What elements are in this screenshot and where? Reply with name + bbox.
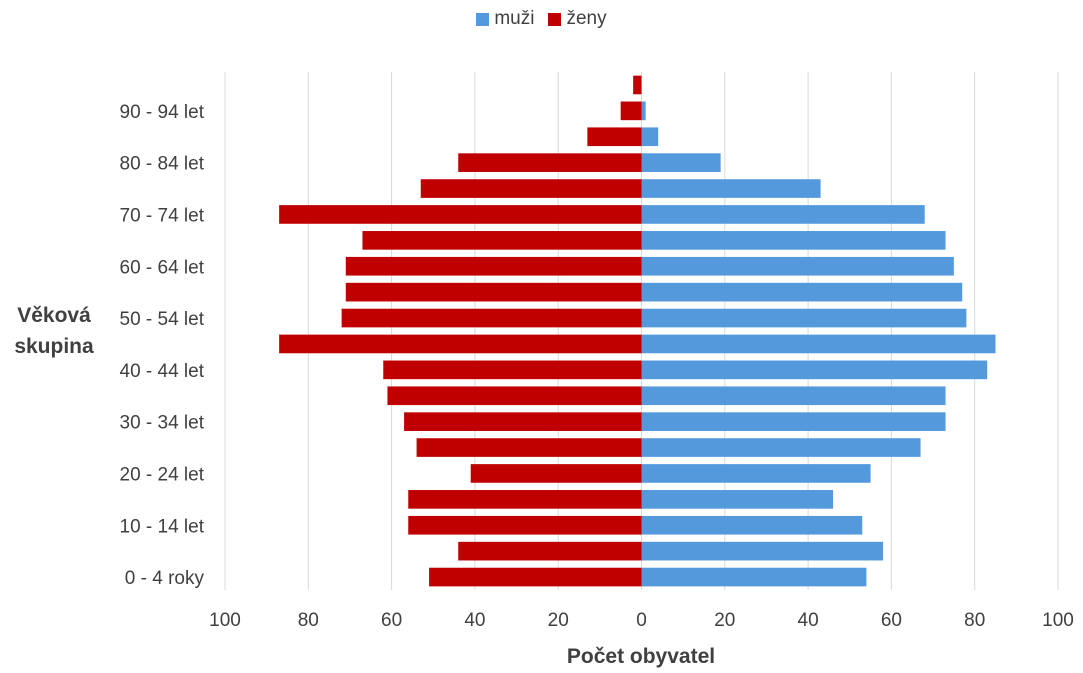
y-tick-label: 30 - 34 let xyxy=(120,413,205,434)
x-axis-title: Počet obyvatel xyxy=(566,645,716,668)
bar-women xyxy=(429,567,642,587)
bar-women xyxy=(470,464,642,483)
x-tick-label: 80 xyxy=(964,610,985,631)
bar-women xyxy=(404,412,642,431)
bar-women xyxy=(345,256,642,276)
legend: muži ženy xyxy=(0,8,1083,30)
y-tick-label: 90 - 94 let xyxy=(120,102,205,123)
x-tick-label: 100 xyxy=(1042,610,1074,631)
bar-women xyxy=(408,515,642,535)
bar-women xyxy=(416,438,642,457)
x-tick-label: 40 xyxy=(798,610,819,631)
bar-men xyxy=(641,464,871,483)
bar-men xyxy=(641,334,996,354)
bar-women xyxy=(587,127,642,147)
bar-women xyxy=(458,153,642,172)
bar-women xyxy=(279,205,642,224)
bar-women xyxy=(341,308,642,328)
legend-item-women: ženy xyxy=(548,8,607,30)
x-tick-label: 0 xyxy=(636,610,647,631)
bar-women xyxy=(458,541,642,561)
bar-men xyxy=(641,256,954,276)
x-tick-label: 100 xyxy=(209,610,241,631)
bar-men xyxy=(641,515,863,535)
bar-men xyxy=(641,179,821,198)
bar-women xyxy=(387,386,642,406)
bar-women xyxy=(345,282,642,302)
y-tick-label: 60 - 64 let xyxy=(120,257,205,278)
x-tick-label: 20 xyxy=(548,610,569,631)
bar-men xyxy=(641,541,884,561)
bar-men xyxy=(641,282,963,302)
y-tick-label: 80 - 84 let xyxy=(120,154,205,175)
x-tick-label: 60 xyxy=(381,610,402,631)
bar-women xyxy=(383,360,642,380)
bar-women xyxy=(279,334,642,354)
bar-women xyxy=(420,179,642,198)
y-tick-label: 20 - 24 let xyxy=(120,464,205,485)
y-tick-label: 40 - 44 let xyxy=(120,361,205,382)
legend-item-men: muži xyxy=(476,8,534,30)
y-axis-title: Věková skupina xyxy=(6,300,102,362)
bar-women xyxy=(362,231,642,250)
bar-men xyxy=(641,127,659,147)
bar-men xyxy=(641,205,925,224)
legend-swatch-men xyxy=(476,12,490,26)
bar-women xyxy=(633,75,642,95)
y-tick-label: 0 - 4 roky xyxy=(125,568,205,589)
y-axis-title-line-2: skupina xyxy=(14,335,94,358)
legend-swatch-women xyxy=(548,12,562,26)
y-axis-title-line-1: Věková xyxy=(17,304,91,327)
bar-women xyxy=(408,490,642,509)
bar-men xyxy=(641,567,867,587)
bar-men xyxy=(641,438,921,457)
bar-men xyxy=(641,101,646,121)
bar-men xyxy=(641,360,988,380)
y-tick-label: 70 - 74 let xyxy=(120,205,205,226)
y-tick-label: 50 - 54 let xyxy=(120,309,205,330)
x-tick-label: 40 xyxy=(464,610,485,631)
bar-men xyxy=(641,412,946,431)
x-tick-label: 60 xyxy=(881,610,902,631)
bar-men xyxy=(641,153,721,172)
bar-women xyxy=(620,101,642,121)
legend-label-men: muži xyxy=(494,8,535,29)
bar-men xyxy=(641,490,834,509)
bar-men xyxy=(641,386,946,406)
x-tick-label: 20 xyxy=(714,610,735,631)
bar-men xyxy=(641,231,946,250)
x-tick-label: 80 xyxy=(298,610,319,631)
legend-label-women: ženy xyxy=(566,8,607,29)
y-tick-label: 10 - 14 let xyxy=(120,516,205,537)
bar-men xyxy=(641,308,967,328)
